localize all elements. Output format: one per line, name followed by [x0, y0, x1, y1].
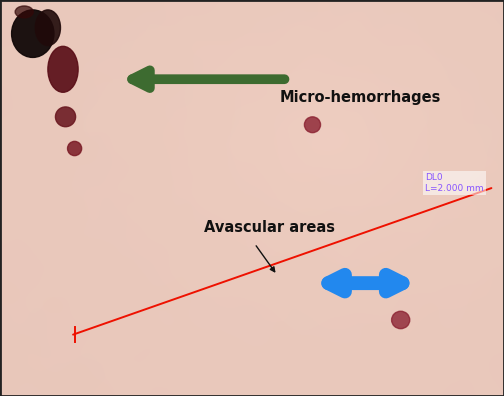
- Ellipse shape: [15, 6, 33, 18]
- Ellipse shape: [304, 117, 321, 133]
- Ellipse shape: [392, 311, 410, 329]
- Ellipse shape: [35, 10, 60, 46]
- Text: Micro-hemorrhages: Micro-hemorrhages: [280, 89, 441, 105]
- Text: Avascular areas: Avascular areas: [204, 220, 335, 235]
- Text: DL0
L=2.000 mm: DL0 L=2.000 mm: [425, 173, 483, 192]
- Ellipse shape: [48, 46, 78, 92]
- Ellipse shape: [12, 10, 54, 57]
- Ellipse shape: [68, 141, 82, 156]
- Ellipse shape: [55, 107, 76, 127]
